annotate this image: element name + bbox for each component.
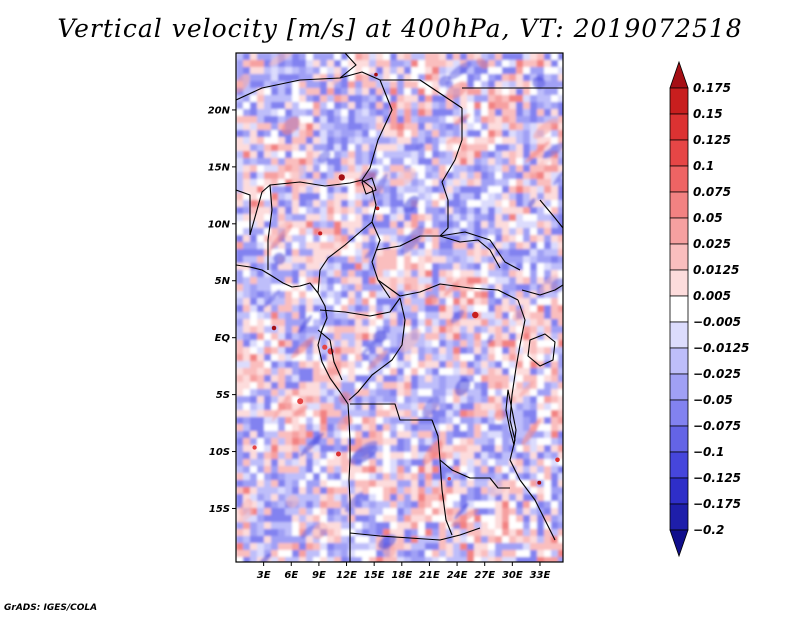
chart-title: Vertical velocity [m/s] at 400hPa, VT: 2… — [57, 14, 743, 43]
border-zambia-moz — [519, 479, 556, 541]
border-gabon — [317, 329, 343, 381]
border-east-drc — [509, 299, 526, 481]
colorbar-label: −0.05 — [693, 393, 733, 407]
colorbar-bin — [669, 347, 689, 375]
y-axis: 20N 15N 10N 5N EQ 5S 10S 15S — [208, 105, 236, 515]
colorbar-label: −0.1 — [693, 445, 724, 459]
border-mali-niger — [236, 53, 357, 101]
x-tick-label: 3E — [257, 570, 271, 581]
border-cameroon-south — [319, 297, 401, 317]
y-tick-label: 15N — [208, 162, 231, 173]
colorbar-bin — [669, 269, 689, 297]
colorbar-label: −0.125 — [693, 471, 741, 485]
colorbar-label: −0.025 — [693, 367, 741, 381]
y-tick-label: 15S — [209, 504, 230, 515]
colorbar-bin — [669, 477, 689, 505]
y-tick-label: 10N — [208, 219, 231, 230]
border-niger-chad — [339, 71, 393, 181]
lake-tanganyika — [505, 389, 517, 446]
y-tick-label: EQ — [215, 333, 231, 344]
colorbar-bin — [669, 529, 689, 558]
y-tick-label: 20N — [208, 105, 231, 116]
grads-credit: GrADS: IGES/COLA — [4, 603, 98, 613]
colorbar-label: 0.025 — [693, 237, 731, 251]
colorbar-label: 0.175 — [693, 81, 731, 95]
colorbar-bin — [669, 373, 689, 401]
colorbar-label: −0.175 — [693, 497, 741, 511]
border-benin-togo — [249, 184, 273, 270]
x-tick-label: 24E — [447, 570, 468, 581]
colorbar-label: 0.15 — [693, 107, 723, 121]
border-angola-namibia — [349, 527, 481, 541]
colorbar-bin — [669, 399, 689, 427]
x-tick-label: 15E — [364, 570, 385, 581]
border-libya-chad — [380, 79, 463, 109]
colorbar-bin — [669, 503, 689, 531]
border-drc-angola — [350, 403, 510, 489]
map-frame — [235, 52, 564, 563]
border-ghana — [236, 189, 251, 235]
border-car-congo — [377, 279, 519, 301]
border-sudan-southsudan — [439, 231, 521, 271]
colorbar-label: 0.1 — [693, 159, 714, 173]
x-tick-label: 27E — [474, 570, 495, 581]
border-angola-zambia — [439, 459, 453, 536]
colorbar-bin — [669, 451, 689, 479]
border-nigeria-cameroon — [317, 231, 361, 294]
x-tick-label: 12E — [336, 570, 357, 581]
border-ethiopia — [539, 199, 563, 229]
country-borders — [236, 53, 563, 562]
colorbar-bin — [669, 165, 689, 193]
y-tick-label: 5S — [216, 390, 230, 401]
border-chad-car — [375, 235, 501, 269]
colorbar-label: −0.0125 — [693, 341, 749, 355]
coastline-west — [236, 264, 351, 562]
y-tick-label: 10S — [209, 447, 230, 458]
x-tick-label: 30E — [502, 570, 523, 581]
colorbar-label: 0.05 — [693, 211, 723, 225]
colorbar-label: 0.125 — [693, 133, 731, 147]
x-tick-label: 9E — [312, 570, 326, 581]
x-tick-label: 18E — [391, 570, 412, 581]
colorbar: 0.175 0.15 0.125 0.1 0.075 0.05 0.025 0.0125 0.0… — [669, 60, 749, 558]
y-tick-label: 5N — [215, 276, 231, 287]
colorbar-label: −0.005 — [693, 315, 741, 329]
border-cameroon-chad — [371, 221, 391, 299]
x-tick-label: 6E — [284, 570, 298, 581]
x-tick-label: 33E — [530, 570, 551, 581]
velocity-field — [236, 53, 563, 562]
border-nigeria-north — [269, 179, 377, 233]
x-axis: 3E 6E 9E 12E 15E 18E 21E 24E 27E 30E 33E — [257, 562, 551, 581]
border-uganda-kenya — [521, 284, 563, 296]
colorbar-bin — [669, 113, 689, 141]
colorbar-bin — [669, 139, 689, 167]
colorbar-bin — [669, 87, 689, 115]
colorbar-label: −0.2 — [693, 523, 724, 537]
colorbar-bin — [669, 217, 689, 245]
x-tick-label: 21E — [419, 570, 440, 581]
colorbar-bin — [669, 425, 689, 453]
colorbar-bin — [669, 321, 689, 349]
colorbar-bin — [669, 295, 689, 323]
colorbar-label: −0.075 — [693, 419, 741, 433]
lake-chad — [361, 177, 377, 195]
colorbar-bin — [669, 191, 689, 219]
colorbar-bin — [669, 60, 689, 89]
colorbar-label: 0.0125 — [693, 263, 739, 277]
colorbar-bin — [669, 243, 689, 271]
border-chad-sudan — [439, 108, 463, 237]
lake-victoria — [527, 333, 556, 367]
colorbar-label: 0.075 — [693, 185, 731, 199]
colorbar-label: 0.005 — [693, 289, 731, 303]
border-congo-drc — [348, 297, 406, 401]
